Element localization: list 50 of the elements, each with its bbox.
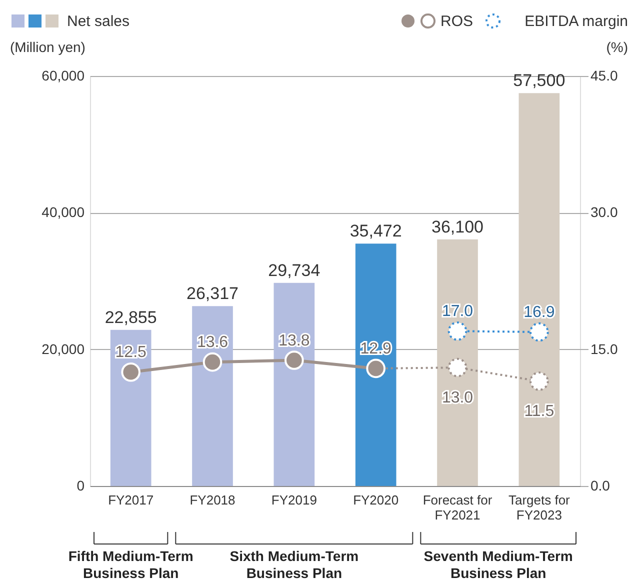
data-label: 11.5 xyxy=(524,403,554,420)
point xyxy=(530,372,549,391)
x-tick-label: FY2018 xyxy=(190,492,236,508)
bar xyxy=(355,244,396,486)
y-tick-label: 60,000 xyxy=(42,68,85,84)
x-tick-label: FY2019 xyxy=(271,492,317,508)
point xyxy=(530,322,549,342)
y2-axis-title: (%) xyxy=(606,39,628,55)
bar xyxy=(518,93,560,486)
text: Fifth Medium-Term Business Plan xyxy=(68,548,194,580)
data-label: 13.0 xyxy=(442,390,474,407)
text: Seventh Medium-Term Business Plan xyxy=(424,548,573,580)
y2-tick-label: 15.0 xyxy=(590,340,618,357)
data-label: 13.6 xyxy=(196,334,228,352)
y-axis-title: (Million yen) xyxy=(10,39,86,55)
data-label: 36,100 xyxy=(432,217,484,236)
legend-label: ROS xyxy=(440,13,473,30)
y-tick-label: 20,000 xyxy=(42,340,85,357)
y2-tick-label: 0.0 xyxy=(590,478,610,494)
legend-label: EBITDA margin xyxy=(524,13,628,30)
bar xyxy=(437,239,478,486)
x-tick-label: Forecast for FY2021 xyxy=(422,492,493,522)
data-label: 35,472 xyxy=(350,222,402,241)
bar xyxy=(110,330,152,486)
bar xyxy=(274,282,315,486)
bar xyxy=(192,306,233,486)
data-label: 13.8 xyxy=(278,332,310,350)
data-label: 22,855 xyxy=(104,308,157,327)
data-label: 12.5 xyxy=(115,344,147,362)
point xyxy=(202,352,222,372)
data-label: 17.0 xyxy=(442,303,474,320)
legend-label: Net sales xyxy=(67,13,130,30)
data-label: 16.9 xyxy=(524,304,555,322)
text: Sixth Medium-Term Business Plan xyxy=(230,548,359,580)
point xyxy=(448,321,468,341)
data-label: 26,317 xyxy=(186,284,238,304)
point xyxy=(366,358,386,378)
data-label: 12.9 xyxy=(360,340,392,358)
y-tick-label: 40,000 xyxy=(42,204,85,220)
x-tick-label: Targets for FY2023 xyxy=(508,492,571,522)
x-tick-label: FY2020 xyxy=(353,492,399,508)
y-tick-label: 0 xyxy=(76,478,85,494)
y2-tick-label: 45.0 xyxy=(590,68,618,84)
point xyxy=(448,358,468,378)
point xyxy=(284,350,304,370)
x-tick-label: FY2017 xyxy=(108,492,154,508)
point xyxy=(121,362,140,382)
data-label: 29,734 xyxy=(268,260,320,280)
y2-tick-label: 30.0 xyxy=(590,204,618,220)
data-label: 57,500 xyxy=(513,71,566,90)
